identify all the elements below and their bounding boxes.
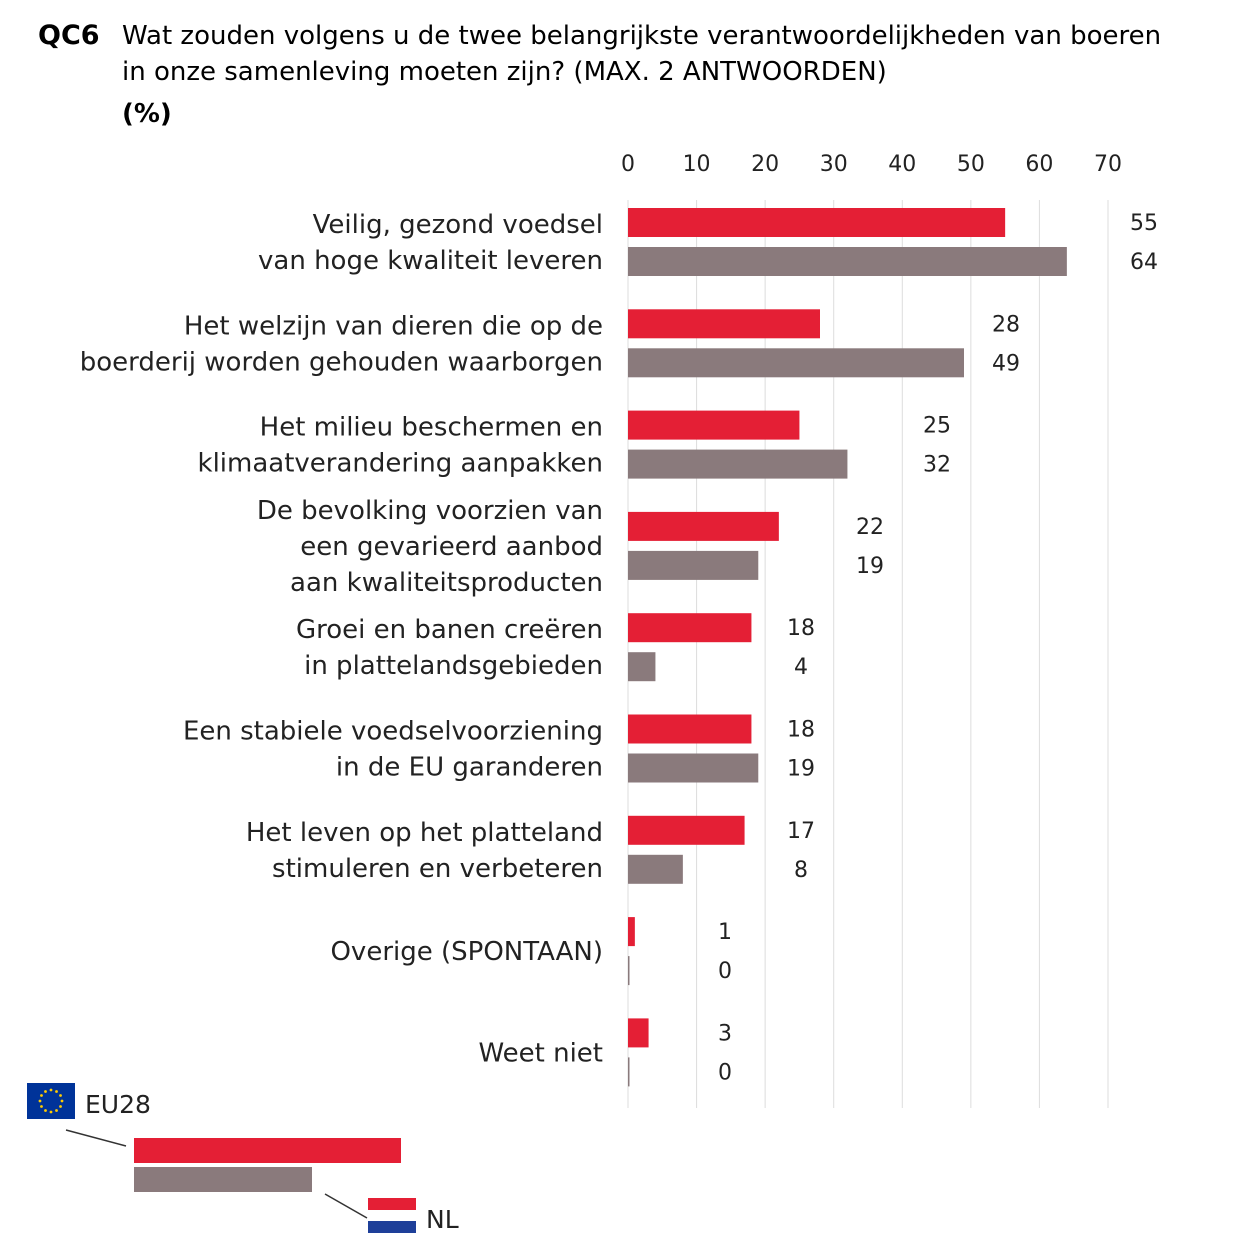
value-label-nl: 0 — [718, 1060, 732, 1085]
category-label: Het welzijn van dieren die op de — [184, 311, 603, 341]
bar-nl — [628, 247, 1067, 276]
category-label: een gevarieerd aanbod — [300, 532, 603, 562]
nl-flag-icon — [368, 1198, 416, 1233]
eu-flag-icon — [27, 1083, 75, 1119]
bar-eu — [628, 613, 752, 643]
category-label: in plattelandsgebieden — [304, 651, 603, 681]
value-labels: 55 64 28 49 25 32 22 19 18 4 18 19 17 8 1 0 3 0 — [718, 211, 1158, 1085]
legend: EU28 NL — [27, 1083, 459, 1234]
bar-eu — [628, 714, 752, 744]
tick-label: 60 — [1025, 152, 1053, 177]
unit-label: (%) — [122, 99, 172, 129]
value-label-nl: 64 — [1130, 250, 1158, 275]
category-label: Weet niet — [478, 1038, 603, 1068]
legend-nl-bar — [134, 1167, 312, 1192]
legend-nl-connector — [324, 1193, 368, 1219]
tick-label: 70 — [1094, 152, 1122, 177]
category-label: Overige (SPONTAAN) — [330, 937, 603, 967]
value-label-eu: 18 — [787, 718, 815, 743]
question-line-1: Wat zouden volgens u de twee belangrijks… — [122, 21, 1161, 51]
tick-label: 40 — [888, 152, 916, 177]
value-label-eu: 28 — [992, 312, 1020, 337]
tick-label: 30 — [820, 152, 848, 177]
category-label: aan kwaliteitsproducten — [290, 568, 603, 598]
tick-label: 50 — [957, 152, 985, 177]
category-label: Een stabiele voedselvoorziening — [183, 717, 603, 747]
legend-eu-label: EU28 — [85, 1090, 151, 1119]
bar-nl — [628, 753, 759, 783]
tick-label: 20 — [751, 152, 779, 177]
tick-label: 0 — [621, 152, 635, 177]
bar-eu — [628, 1018, 649, 1048]
category-label: De bevolking voorzien van — [257, 496, 603, 526]
bar-nl — [628, 1057, 630, 1087]
category-label: in de EU garanderen — [336, 753, 603, 783]
value-label-nl: 4 — [794, 655, 808, 680]
value-label-eu: 55 — [1130, 211, 1158, 236]
value-label-eu: 25 — [923, 414, 951, 439]
bar-eu — [628, 208, 1006, 237]
bars — [628, 208, 1067, 1087]
bar-nl — [628, 348, 964, 378]
category-label: van hoge kwaliteit leveren — [258, 246, 603, 276]
tick-label: 10 — [683, 152, 711, 177]
bar-nl — [628, 956, 630, 986]
value-label-nl: 49 — [992, 351, 1020, 376]
category-label: boerderij worden gehouden waarborgen — [80, 347, 603, 377]
value-label-eu: 17 — [787, 819, 815, 844]
value-label-eu: 22 — [856, 515, 884, 540]
legend-eu-connector — [65, 1129, 127, 1147]
question-line-2: in onze samenleving moeten zijn? (MAX. 2… — [122, 57, 887, 87]
value-label-nl: 19 — [787, 757, 815, 782]
bar-eu — [628, 410, 800, 440]
bar-eu — [628, 511, 779, 541]
category-label: Het milieu beschermen en — [260, 413, 603, 443]
category-label: Het leven op het platteland — [246, 818, 603, 848]
bar-nl — [628, 652, 656, 682]
legend-eu-bar — [134, 1138, 401, 1163]
category-label: klimaatverandering aanpakken — [198, 449, 603, 479]
value-label-nl: 19 — [856, 554, 884, 579]
bar-nl — [628, 449, 848, 479]
legend-nl-label: NL — [426, 1205, 459, 1234]
bar-nl — [628, 550, 759, 580]
category-label: Veilig, gezond voedsel — [313, 210, 603, 240]
bar-eu — [628, 815, 745, 845]
value-label-eu: 3 — [718, 1021, 732, 1046]
bar-eu — [628, 917, 635, 947]
value-label-nl: 8 — [794, 858, 808, 883]
category-label: Groei en banen creëren — [296, 615, 603, 645]
value-label-eu: 18 — [787, 616, 815, 641]
axis-ticks: 0 10 20 30 40 50 60 70 — [621, 152, 1122, 177]
question-number: QC6 — [38, 20, 100, 51]
category-label: stimuleren en verbeteren — [272, 854, 603, 884]
bar-eu — [628, 309, 820, 339]
category-labels: Veilig, gezond voedsel van hoge kwaliteit… — [80, 210, 603, 1068]
value-label-nl: 32 — [923, 453, 951, 478]
value-label-eu: 1 — [718, 920, 732, 945]
bar-nl — [628, 854, 683, 884]
value-label-nl: 0 — [718, 959, 732, 984]
